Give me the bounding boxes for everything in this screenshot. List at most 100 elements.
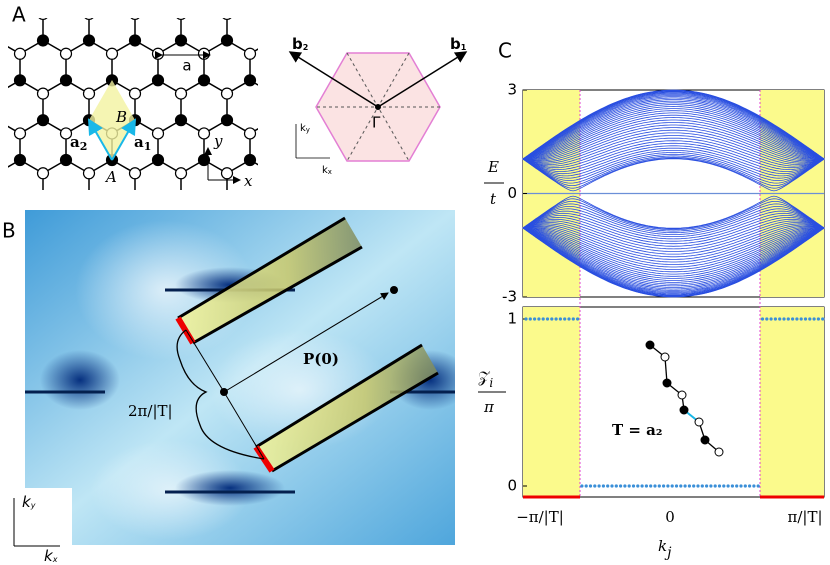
atom <box>245 0 256 6</box>
zak-point <box>545 317 550 321</box>
zak-point <box>606 484 610 488</box>
atom <box>243 153 257 167</box>
band <box>522 135 825 165</box>
x-tick-label: 0 <box>665 508 675 526</box>
band <box>522 227 825 292</box>
zak-point <box>576 317 580 321</box>
zak-point <box>657 484 661 488</box>
axis-label: kx <box>44 547 58 565</box>
zak-point <box>803 317 808 321</box>
zak-point <box>705 484 709 488</box>
zak-point <box>709 484 713 488</box>
zak-point <box>550 317 554 321</box>
atom <box>61 0 72 6</box>
band <box>522 124 825 161</box>
atom <box>82 167 96 180</box>
zak-point <box>696 484 700 488</box>
y-label: i <box>489 376 493 390</box>
band <box>522 152 825 179</box>
atom <box>268 168 279 179</box>
atom <box>128 87 142 100</box>
vector-label: a1 <box>134 133 151 153</box>
vector-label: 2 <box>80 140 88 153</box>
band <box>522 227 825 275</box>
x-label: j <box>664 545 672 561</box>
atom <box>660 352 670 362</box>
spacing-label: a <box>182 57 191 75</box>
atom <box>59 47 73 60</box>
atom <box>36 87 50 100</box>
band <box>522 227 825 290</box>
bond <box>66 1 89 14</box>
atom <box>268 88 279 99</box>
bond <box>89 1 112 14</box>
vector-label: 2 <box>303 43 309 52</box>
atom <box>151 153 165 167</box>
zak-point <box>674 484 679 488</box>
strip <box>256 345 438 471</box>
band <box>522 108 825 160</box>
guide-line <box>223 391 265 460</box>
zak-point <box>799 317 803 321</box>
shaded-region <box>760 307 824 497</box>
zak-point <box>795 317 799 321</box>
atom <box>220 87 234 100</box>
band <box>522 142 825 171</box>
zak-point <box>821 317 825 321</box>
band <box>522 212 825 240</box>
zak-point <box>730 484 735 488</box>
lattice <box>0 0 279 205</box>
atom <box>0 35 3 46</box>
atom <box>700 435 710 445</box>
bond <box>112 1 135 14</box>
end-dot <box>390 286 398 294</box>
band <box>522 227 825 277</box>
band <box>522 227 825 291</box>
atom <box>197 74 211 87</box>
y-tick-label: 0 <box>507 477 517 495</box>
atom <box>84 18 94 21</box>
band <box>522 106 825 160</box>
axis-label: x <box>328 168 332 176</box>
zak-point <box>735 484 739 488</box>
zak-point <box>537 317 541 321</box>
axis-label: y <box>213 132 223 150</box>
zak-point <box>571 317 575 321</box>
zak-point <box>713 484 717 488</box>
band <box>522 137 825 167</box>
vector-label: b2 <box>292 35 308 53</box>
axis-label: x <box>244 172 253 190</box>
atom <box>0 88 3 99</box>
band <box>522 104 825 160</box>
width-label: 2π/|T| <box>128 402 173 420</box>
atom <box>38 194 49 205</box>
zak-point <box>619 484 623 488</box>
atom <box>176 194 187 205</box>
band-plots: 3 0 -3 1 0 T = a₂ <box>502 81 825 499</box>
atom <box>130 194 141 205</box>
band <box>522 227 825 281</box>
axis-label: x <box>52 555 58 564</box>
zak-point <box>666 484 670 488</box>
atom <box>222 194 233 205</box>
band <box>522 132 825 164</box>
atom <box>107 0 118 6</box>
zak-point <box>808 317 812 321</box>
band <box>522 96 825 160</box>
vector-label: a <box>134 133 144 151</box>
band <box>522 227 825 294</box>
zak-point <box>778 317 782 321</box>
zak-point <box>765 317 769 321</box>
band <box>522 112 825 160</box>
band <box>522 92 825 160</box>
vector-label: b <box>450 35 461 53</box>
zak-point <box>679 484 683 488</box>
band <box>522 226 825 263</box>
axis-label: k <box>300 123 306 134</box>
axis-label: kx <box>322 165 332 176</box>
atom <box>151 74 165 87</box>
x-tick-label: −π/|T| <box>516 508 564 526</box>
band <box>522 223 825 255</box>
zak-point <box>683 484 687 488</box>
atom <box>130 18 140 21</box>
